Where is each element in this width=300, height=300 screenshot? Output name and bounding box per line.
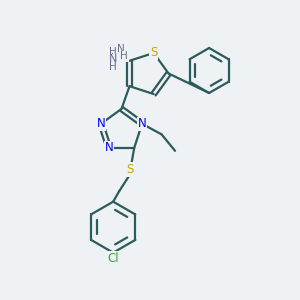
Text: N: N: [97, 117, 105, 130]
Text: H: H: [120, 51, 128, 61]
Text: H: H: [109, 62, 117, 72]
Text: N: N: [117, 44, 125, 54]
Text: Cl: Cl: [107, 252, 119, 265]
Text: N: N: [109, 54, 117, 64]
Text: N: N: [104, 142, 113, 154]
Text: S: S: [126, 163, 134, 176]
Text: H: H: [111, 53, 119, 63]
Text: H: H: [109, 47, 117, 57]
Text: N: N: [138, 117, 146, 130]
Text: S: S: [150, 46, 158, 59]
